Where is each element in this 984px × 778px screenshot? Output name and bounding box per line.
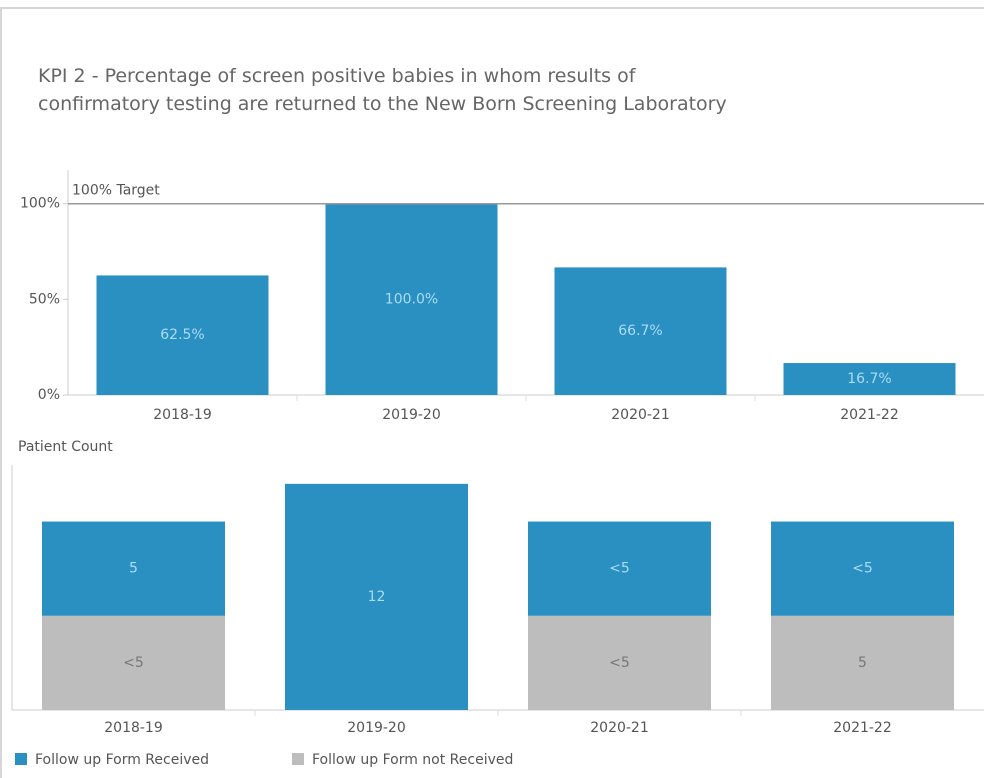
x-tick-label: 2020-21 (590, 720, 649, 736)
bar-segment (42, 521, 225, 616)
data-label: 100.0% (385, 291, 438, 307)
x-tick-label: 2020-21 (611, 407, 670, 423)
frame (0, 7, 984, 778)
bar-segment (285, 483, 468, 710)
bar-segment (771, 615, 954, 710)
reference-label: 100% Target (72, 183, 160, 199)
data-label: <5 (123, 655, 144, 671)
legend-label: Follow up Form Received (35, 752, 209, 768)
bar (783, 363, 956, 395)
bar (325, 203, 498, 395)
y-tick-label: 0% (38, 387, 60, 403)
data-label: <5 (852, 561, 873, 577)
x-tick-label: 2021-22 (833, 720, 892, 736)
bar (96, 275, 269, 395)
bar-segment (771, 521, 954, 616)
legend-swatch (292, 753, 304, 765)
data-label: <5 (609, 561, 630, 577)
x-tick-label: 2018-19 (104, 720, 163, 736)
bar-segment (528, 521, 711, 616)
data-label: 12 (368, 589, 386, 605)
legend-label: Follow up Form not Received (312, 752, 513, 768)
legend-swatch (15, 753, 27, 765)
data-label: <5 (609, 655, 630, 671)
data-label: 5 (858, 655, 867, 671)
y-tick-label: 50% (29, 291, 60, 307)
data-label: 5 (129, 561, 138, 577)
y-tick-label: 100% (20, 196, 60, 212)
data-label: 16.7% (847, 371, 891, 387)
x-tick-label: 2021-22 (840, 407, 899, 423)
data-label: 66.7% (618, 323, 662, 339)
data-label: 62.5% (160, 327, 204, 343)
bar-segment (528, 615, 711, 710)
x-tick-label: 2019-20 (382, 407, 441, 423)
x-tick-label: 2018-19 (153, 407, 212, 423)
x-tick-label: 2019-20 (347, 720, 406, 736)
chart-title: KPI 2 - Percentage of screen positive ba… (38, 65, 727, 115)
y-axis-title: Patient Count (18, 439, 113, 455)
bar (554, 267, 727, 395)
bar-segment (42, 615, 225, 710)
